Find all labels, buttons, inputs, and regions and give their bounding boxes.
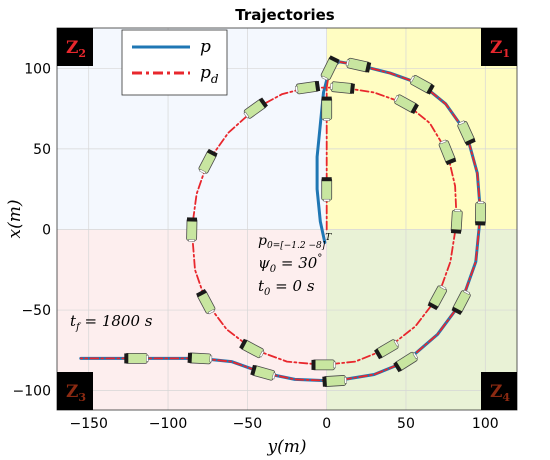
y-tick-label: −100 (13, 384, 51, 400)
annotation-p0: p0=[−1.2 −8]T (258, 233, 332, 251)
robot-marker (322, 375, 348, 387)
robot-marker (321, 96, 333, 121)
robot-marker (451, 289, 471, 315)
x-tick-label: −150 (69, 416, 107, 432)
robot-marker (457, 120, 476, 146)
robot-marker (243, 97, 268, 119)
y-axis-label: x(m) (5, 200, 25, 239)
plot-frame (56, 27, 518, 411)
robot-marker (438, 139, 457, 166)
y-tick-label: 100 (24, 61, 51, 77)
robot-marker (196, 289, 216, 315)
robot-marker (374, 339, 400, 360)
robot-marker (393, 351, 419, 373)
zone-badge-layer: Z1 Z2 Z3 Z4 (57, 28, 517, 410)
robot-marker (198, 148, 218, 175)
robot-marker (295, 80, 321, 95)
robot-marker-layer (124, 55, 487, 387)
legend: p pd (121, 29, 228, 96)
zone-badge-2: Z2 (57, 28, 93, 66)
annotation-t0: t0 = 0 s (258, 277, 315, 298)
x-axis-label: y(m) (267, 437, 307, 457)
chart-title: Trajectories (235, 6, 334, 24)
annotation-tf: tf = 1800 s (70, 312, 153, 333)
legend-box (121, 29, 228, 96)
y-tick-label: −50 (21, 303, 51, 319)
robot-marker (321, 177, 333, 202)
robot-marker (186, 217, 198, 242)
robot-marker (393, 94, 419, 114)
initial-condition-annotation: p0=[−1.2 −8]T ψ0 = 30° t0 = 0 s (258, 233, 332, 298)
robot-marker (450, 208, 463, 234)
legend-label-p: p (200, 37, 211, 57)
zone-badge-1: Z1 (481, 28, 517, 66)
robot-marker (427, 284, 448, 311)
x-tick-label: 100 (472, 416, 499, 432)
annotation-psi0: ψ0 = 30° (258, 253, 322, 275)
robot-marker (187, 352, 213, 365)
robot-marker (250, 364, 276, 381)
legend-label-pd-sub: d (211, 72, 219, 86)
y-tick-label: 50 (33, 142, 51, 158)
robot-marker (409, 75, 435, 95)
robot-marker (329, 81, 355, 94)
zone-badge-4: Z4 (481, 372, 517, 410)
robot-marker (474, 201, 487, 226)
tick-layer: −150 −100 −50 0 50 100 −100 −50 0 50 100 (13, 61, 499, 432)
zone-region-3 (57, 229, 327, 410)
y-tick-label: 0 (42, 222, 51, 238)
x-tick-label: 50 (397, 416, 415, 432)
zone-badge-3: Z3 (57, 372, 93, 410)
x-tick-label: 0 (322, 416, 331, 432)
x-tick-label: −50 (233, 416, 263, 432)
robot-marker (345, 57, 372, 73)
robot-marker (311, 359, 336, 371)
robot-marker (320, 55, 340, 81)
x-tick-label: −100 (149, 416, 187, 432)
robot-marker (239, 338, 265, 359)
robot-marker (124, 352, 149, 364)
